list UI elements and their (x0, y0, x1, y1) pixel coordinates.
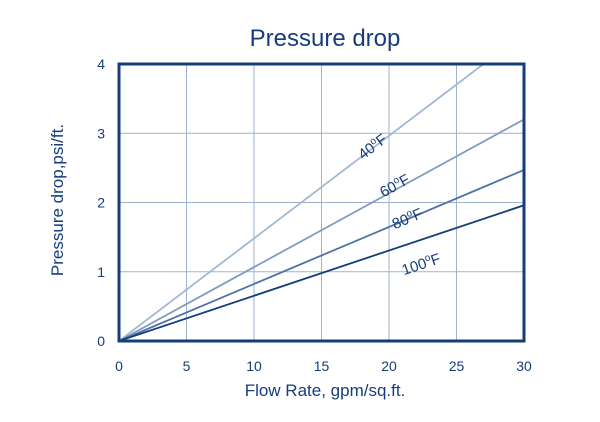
series-label: 60oF (377, 170, 413, 201)
y-tick-label: 3 (97, 125, 105, 141)
series-line (118, 169, 525, 342)
y-tick-label: 1 (97, 264, 105, 280)
x-tick-label: 15 (314, 358, 330, 374)
y-axis-label: Pressure drop,psi/ft. (48, 124, 67, 276)
y-tick-label: 4 (97, 56, 105, 72)
series-label: 100oF (399, 249, 442, 279)
series-line (118, 63, 485, 342)
y-tick-label: 2 (97, 195, 105, 211)
x-axis-label: Flow Rate, gpm/sq.ft. (245, 381, 406, 400)
grid-lines (119, 64, 524, 341)
series-line (118, 204, 525, 342)
series-label: 80oF (389, 204, 425, 233)
chart-title: Pressure drop (250, 25, 401, 52)
x-tick-label: 30 (516, 358, 532, 374)
x-tick-label: 0 (115, 358, 123, 374)
x-tick-label: 25 (449, 358, 465, 374)
plot-frame (117, 62, 526, 343)
series-line (118, 118, 525, 342)
x-tick-label: 5 (183, 358, 191, 374)
x-tick-label: 20 (381, 358, 397, 374)
series-lines (118, 63, 525, 342)
x-tick-labels: 0 5 10 15 20 25 30 (115, 358, 532, 374)
y-tick-label: 0 (97, 333, 105, 349)
y-tick-labels: 0 1 2 3 4 (97, 56, 105, 349)
x-tick-label: 10 (246, 358, 262, 374)
